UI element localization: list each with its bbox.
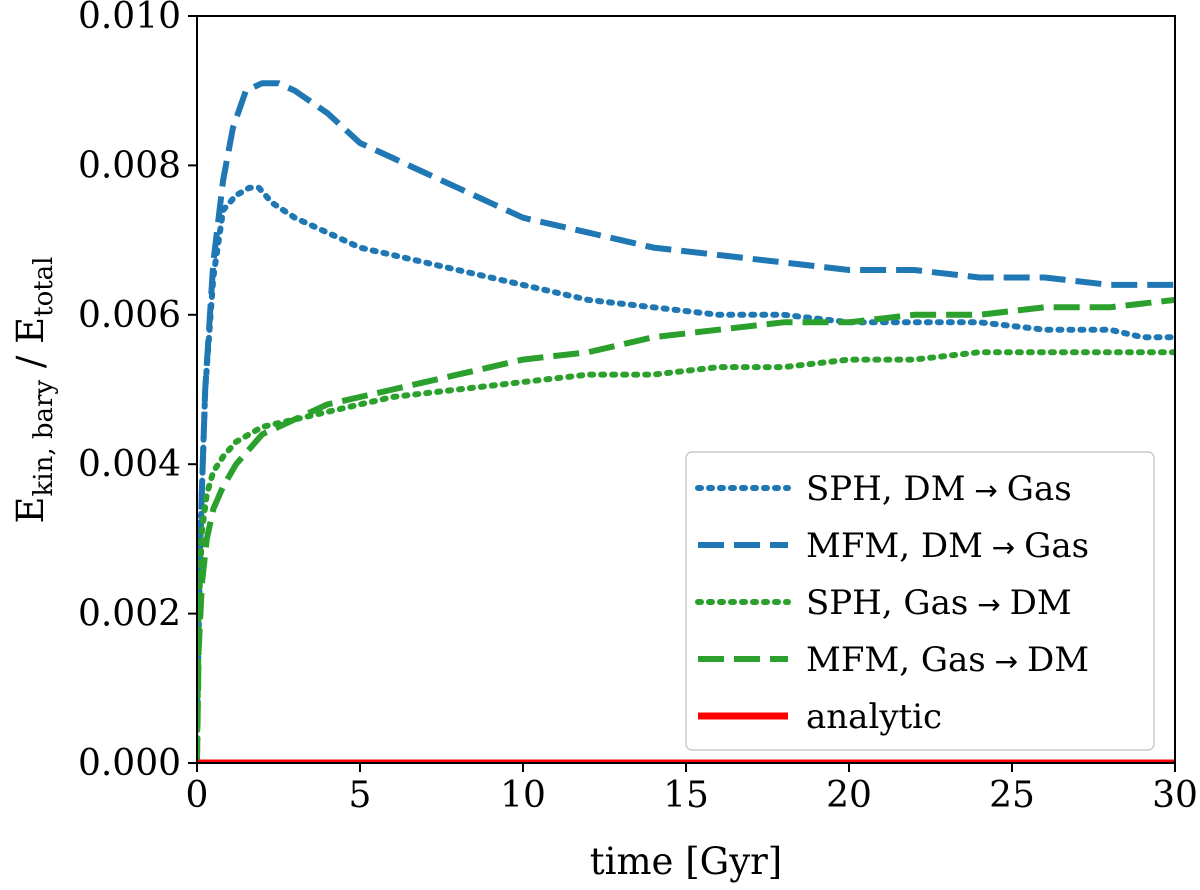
y-tick-label: 0.002 — [78, 594, 181, 635]
legend-items: SPH, DM → Gas MFM, DM → Gas SPH, Gas → DM M… — [695, 469, 1089, 737]
legend-label-1: MFM, DM → Gas — [806, 526, 1089, 566]
legend-label-4: analytic — [806, 697, 942, 737]
y-tick-label: 0.010 — [78, 0, 181, 37]
y-tick-label: 0.000 — [78, 743, 181, 784]
x-axis-label: time [Gyr] — [590, 840, 782, 883]
y-axis-label-sep-sub: total — [29, 257, 59, 317]
series-line-0 — [197, 184, 1176, 729]
legend-box — [685, 451, 1155, 751]
legend-label-2: SPH, Gas → DM — [806, 583, 1072, 623]
y-axis-ticks: 0.000 0.002 0.004 0.006 0.008 0.010 — [78, 0, 197, 784]
x-tick-label: 15 — [663, 775, 709, 816]
x-tick-label: 10 — [500, 775, 546, 816]
series-line-3 — [197, 296, 1176, 764]
svg-text:Ekin, bary / Etotal: Ekin, bary / Etotal — [9, 257, 59, 524]
series-line-1 — [197, 80, 1175, 726]
y-axis-label-main-sub: kin, bary — [29, 380, 59, 497]
y-axis-label-main: E — [9, 496, 52, 523]
y-tick-label: 0.008 — [78, 145, 181, 186]
x-axis-ticks: 0 5 10 15 20 25 30 — [186, 763, 1198, 816]
y-tick-label: 0.006 — [78, 295, 181, 336]
legend-label-0: SPH, DM → Gas — [806, 469, 1072, 509]
x-tick-label: 5 — [349, 775, 372, 816]
y-tick-label: 0.004 — [78, 444, 181, 485]
legend-label-3: MFM, Gas → DM — [806, 640, 1089, 680]
y-axis-label-sep: / E — [9, 317, 52, 380]
series-line-2 — [197, 349, 1176, 764]
x-tick-label: 0 — [186, 775, 209, 816]
y-axis-label: Ekin, bary / Etotal — [9, 257, 59, 524]
x-tick-label: 30 — [1152, 775, 1198, 816]
legend: SPH, DM → Gas MFM, DM → Gas SPH, Gas → DM M… — [685, 451, 1155, 751]
x-tick-label: 20 — [826, 775, 872, 816]
x-tick-label: 25 — [989, 775, 1035, 816]
